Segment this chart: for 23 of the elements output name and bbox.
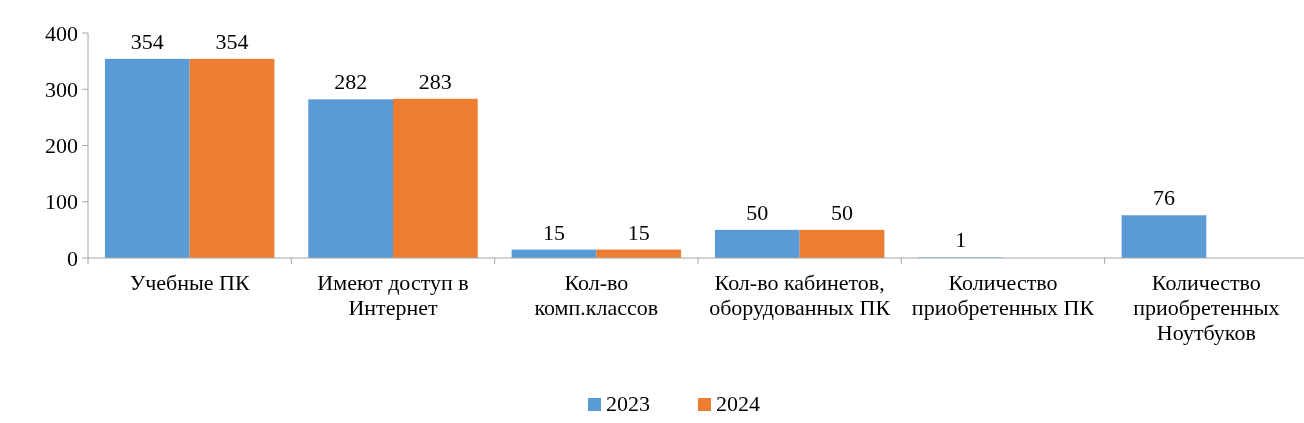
y-tick-label: 400 [45,20,78,46]
data-label: 1 [955,227,967,253]
data-label: 354 [215,28,249,54]
legend-label: 2024 [716,391,760,416]
data-label: 282 [334,69,368,95]
x-tick-label: Кол-во кабинетов, оборудованных ПК [709,270,891,320]
data-label: 76 [1152,185,1175,211]
x-tick-label: Количество приобретенных Ноутбуков [1133,270,1280,345]
x-tick-label: Количество приобретенных ПК [911,270,1095,320]
x-tick-label: Кол-во комп.классов [534,270,659,320]
data-label: 15 [542,219,565,245]
x-tick-label: Имеют доступ в Интернет [317,270,469,320]
data-label: 50 [746,199,769,225]
data-label: 15 [627,219,650,245]
y-tick-label: 100 [45,189,78,215]
y-tick-label: 0 [67,245,78,271]
y-tick-label: 300 [45,76,78,102]
y-tick-label: 200 [45,133,78,159]
x-tick-label: Учебные ПК [129,270,250,295]
data-label: 283 [418,68,452,94]
data-label: 354 [130,28,164,54]
legend-label: 2023 [606,391,650,416]
data-label: 50 [831,199,854,225]
